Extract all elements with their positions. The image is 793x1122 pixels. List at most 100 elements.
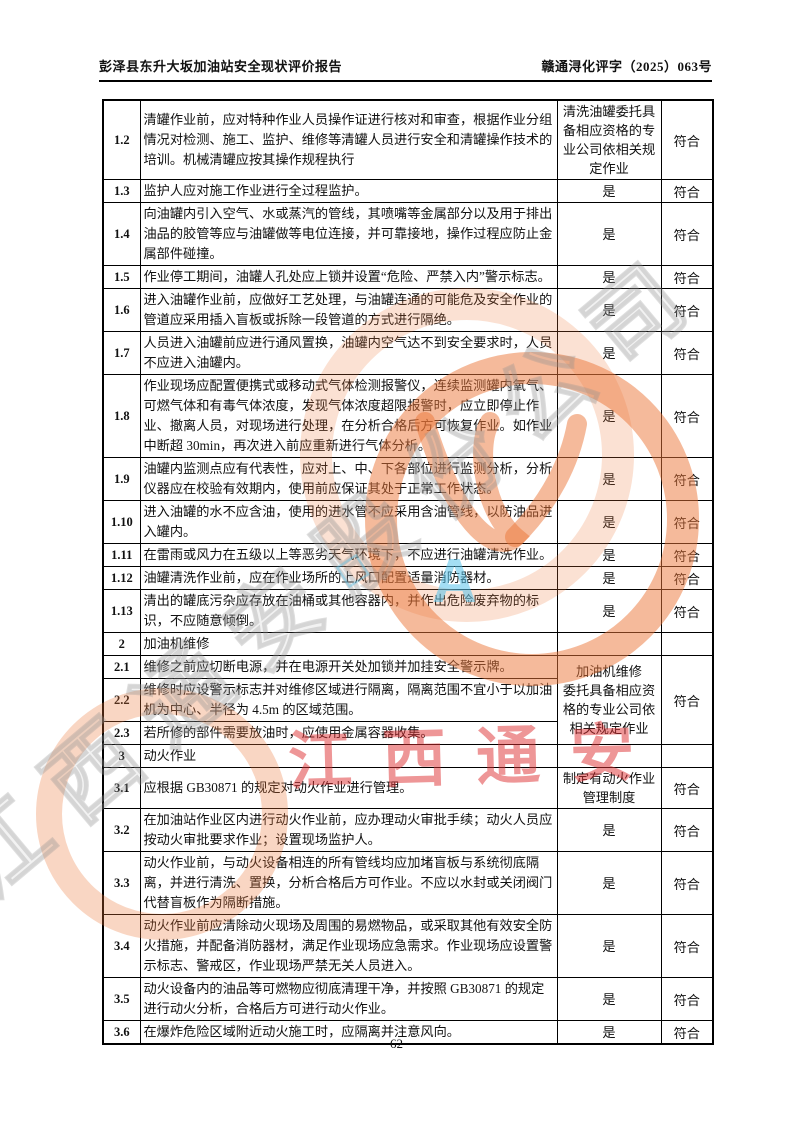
- status-cell: 是: [556, 179, 662, 203]
- status-cell: [556, 632, 662, 656]
- report-title: 彭泽县东升大坂加油站安全现状评价报告: [99, 59, 343, 74]
- conclusion-cell: 符合: [660, 808, 714, 852]
- requirement-text: 在雷雨或风力在五级以上等恶劣天气环境下，不应进行油罐清洗作业。: [139, 543, 558, 567]
- conclusion-cell: 符合: [660, 589, 714, 633]
- table-row: 1.6 进入油罐作业前，应做好工艺处理，与油罐连通的可能危及安全作业的管道应采用插…: [102, 288, 714, 332]
- conclusion-cell: 符合: [660, 655, 714, 745]
- requirement-text: 监护人应对施工作业进行全过程监护。: [139, 179, 558, 203]
- table-row: 1.8 作业现场应配置便携式或移动式气体检测报警仪，连续监测罐内氧气、可燃气体和有…: [102, 374, 714, 458]
- table-row: 1.9 油罐内监测点应有代表性，应对上、中、下各部位进行监测分析，分析仪器应在校验…: [102, 457, 714, 501]
- table-row: 3.6 在爆炸危险区域附近动火施工时，应隔离并注意风向。是符合: [102, 1020, 714, 1045]
- row-number: 1.12: [102, 566, 141, 590]
- requirement-text: 清罐作业前，应对特种作业人员操作证进行核对和审查，根据作业分组情况对检测、施工、…: [139, 99, 558, 180]
- requirement-text: 动火作业前，与动火设备相连的所有管线均应加堵盲板与系统彻底隔离，并进行清洗、置换…: [139, 851, 558, 915]
- conclusion-cell: 符合: [660, 1020, 714, 1045]
- status-cell: 加油机维修 委托具备相应资格的专业公司依相关规定作业: [556, 655, 662, 745]
- status-cell: 是: [556, 589, 662, 633]
- doc-number: 赣通浔化评字（2025）063号: [541, 59, 712, 74]
- row-number: 3.2: [102, 808, 141, 852]
- status-cell: 是: [556, 808, 662, 852]
- row-number: 2: [102, 632, 141, 656]
- conclusion-cell: [660, 632, 714, 656]
- table-row: 1.10 进入油罐的水不应含油，使用的进水管不应采用含油管线，以防油品进入罐内。是…: [102, 500, 714, 544]
- requirement-text: 清出的罐底污杂应存放在油桶或其他容器内，并作出危险废弃物的标识，不应随意倾倒。: [139, 589, 558, 633]
- requirement-text: 向油罐内引入空气、水或蒸汽的管线，其喷嘴等金属部分以及用于排出油品的胶管等应与油…: [139, 202, 558, 266]
- status-cell: 是: [556, 543, 662, 567]
- requirement-text: 动火作业前应清除动火现场及周围的易燃物品，或采取其他有效安全防火措施，并配备消防…: [139, 914, 558, 978]
- table-row: 1.11 在雷雨或风力在五级以上等恶劣天气环境下，不应进行油罐清洗作业。是符合: [102, 543, 714, 567]
- compliance-table-body: 1.2 清罐作业前，应对特种作业人员操作证进行核对和审查，根据作业分组情况对检测、…: [102, 99, 714, 1045]
- conclusion-cell: 符合: [660, 99, 714, 180]
- status-cell: 是: [556, 374, 662, 458]
- table-row: 1.13 清出的罐底污杂应存放在油桶或其他容器内，并作出危险废弃物的标识，不应随意…: [102, 589, 714, 633]
- table-row: 1.2 清罐作业前，应对特种作业人员操作证进行核对和审查，根据作业分组情况对检测、…: [102, 99, 714, 180]
- status-cell: 是: [556, 977, 662, 1021]
- conclusion-cell: 符合: [660, 851, 714, 915]
- status-cell: 是: [556, 914, 662, 978]
- table-row: 3.1 应根据 GB30871 的规定对动火作业进行管理。 制定有动火作业管理制度符…: [102, 767, 714, 809]
- row-number: 1.13: [102, 589, 141, 633]
- page-header: 彭泽县东升大坂加油站安全现状评价报告 赣通浔化评字（2025）063号: [99, 56, 712, 82]
- requirement-text: 若所修的部件需要放油时，应使用金属容器收集。: [139, 721, 558, 745]
- conclusion-cell: 符合: [660, 202, 714, 266]
- status-cell: 是: [556, 851, 662, 915]
- status-cell: 是: [556, 331, 662, 375]
- conclusion-cell: 符合: [660, 374, 714, 458]
- status-cell: 是: [556, 288, 662, 332]
- requirement-text: 油罐清洗作业前，应在作业场所的上风口配置适量消防器材。: [139, 566, 558, 590]
- table-row: 3.3 动火作业前，与动火设备相连的所有管线均应加堵盲板与系统彻底隔离，并进行清洗…: [102, 851, 714, 915]
- conclusion-cell: 符合: [660, 914, 714, 978]
- table-row: 2.1 维修之前应切断电源，并在电源开关处加锁并加挂安全警示牌。 加油机维修 委托具…: [102, 655, 714, 745]
- row-number: 2.3: [102, 721, 141, 745]
- compliance-table-wrap: 1.2 清罐作业前，应对特种作业人员操作证进行核对和审查，根据作业分组情况对检测、…: [102, 99, 714, 1045]
- row-number: 2.1: [102, 655, 141, 679]
- table-row: 1.7 人员进入油罐前应进行通风置换，油罐内空气达不到安全要求时，人员不应进入油罐…: [102, 331, 714, 375]
- requirement-text: 进入油罐的水不应含油，使用的进水管不应采用含油管线，以防油品进入罐内。: [139, 500, 558, 544]
- row-number: 3.5: [102, 977, 141, 1021]
- table-row: 3.4 动火作业前应清除动火现场及周围的易燃物品，或采取其他有效安全防火措施，并配…: [102, 914, 714, 978]
- page-number: 62: [390, 1036, 403, 1051]
- conclusion-cell: 符合: [660, 543, 714, 567]
- status-cell: 制定有动火作业管理制度: [556, 767, 662, 809]
- row-number: 3: [102, 744, 141, 768]
- requirement-text: 应根据 GB30871 的规定对动火作业进行管理。: [139, 767, 558, 809]
- conclusion-cell: 符合: [660, 457, 714, 501]
- table-row: 1.5 作业停工期间，油罐人孔处应上锁并设置“危险、严禁入内”警示标志。是符合: [102, 265, 714, 289]
- status-cell: 是: [556, 265, 662, 289]
- requirement-text: 作业现场应配置便携式或移动式气体检测报警仪，连续监测罐内氧气、可燃气体和有毒气体…: [139, 374, 558, 458]
- row-number: 1.5: [102, 265, 141, 289]
- row-number: 1.6: [102, 288, 141, 332]
- section-title: 动火作业: [139, 744, 558, 768]
- row-number: 1.10: [102, 500, 141, 544]
- requirement-text: 进入油罐作业前，应做好工艺处理，与油罐连通的可能危及安全作业的管道应采用插入盲板…: [139, 288, 558, 332]
- requirement-text: 在加油站作业区内进行动火作业前，应办理动火审批手续；动火人员应按动火审批要求作业…: [139, 808, 558, 852]
- status-cell: 是: [556, 500, 662, 544]
- table-row: 1.12 油罐清洗作业前，应在作业场所的上风口配置适量消防器材。是符合: [102, 566, 714, 590]
- compliance-table: 1.2 清罐作业前，应对特种作业人员操作证进行核对和审查，根据作业分组情况对检测、…: [102, 99, 714, 1045]
- conclusion-cell: 符合: [660, 331, 714, 375]
- section-title: 加油机维修: [139, 632, 558, 656]
- row-number: 1.2: [102, 99, 141, 180]
- row-number: 1.8: [102, 374, 141, 458]
- conclusion-cell: 符合: [660, 179, 714, 203]
- row-number: 1.9: [102, 457, 141, 501]
- requirement-text: 维修之前应切断电源，并在电源开关处加锁并加挂安全警示牌。: [139, 655, 558, 679]
- requirement-text: 动火设备内的油品等可燃物应彻底清理干净，并按照 GB30871 的规定进行动火分…: [139, 977, 558, 1021]
- requirement-text: 油罐内监测点应有代表性，应对上、中、下各部位进行监测分析，分析仪器应在校验有效期…: [139, 457, 558, 501]
- row-number: 1.4: [102, 202, 141, 266]
- requirement-text: 维修时应设警示标志并对维修区域进行隔离，隔离范围不宜小于以加油机为中心、半径为 …: [139, 678, 558, 722]
- requirement-text: 作业停工期间，油罐人孔处应上锁并设置“危险、严禁入内”警示标志。: [139, 265, 558, 289]
- requirement-text: 在爆炸危险区域附近动火施工时，应隔离并注意风向。: [139, 1020, 558, 1045]
- requirement-text: 人员进入油罐前应进行通风置换，油罐内空气达不到安全要求时，人员不应进入油罐内。: [139, 331, 558, 375]
- table-row: 2.3 若所修的部件需要放油时，应使用金属容器收集。: [102, 721, 713, 745]
- conclusion-cell: 符合: [660, 265, 714, 289]
- conclusion-cell: 符合: [660, 566, 714, 590]
- table-row: 1.4 向油罐内引入空气、水或蒸汽的管线，其喷嘴等金属部分以及用于排出油品的胶管等…: [102, 202, 714, 266]
- table-row: 3 动火作业: [102, 744, 714, 768]
- row-number: 1.3: [102, 179, 141, 203]
- conclusion-cell: 符合: [660, 500, 714, 544]
- row-number: 1.7: [102, 331, 141, 375]
- conclusion-cell: 符合: [660, 288, 714, 332]
- status-cell: 是: [556, 457, 662, 501]
